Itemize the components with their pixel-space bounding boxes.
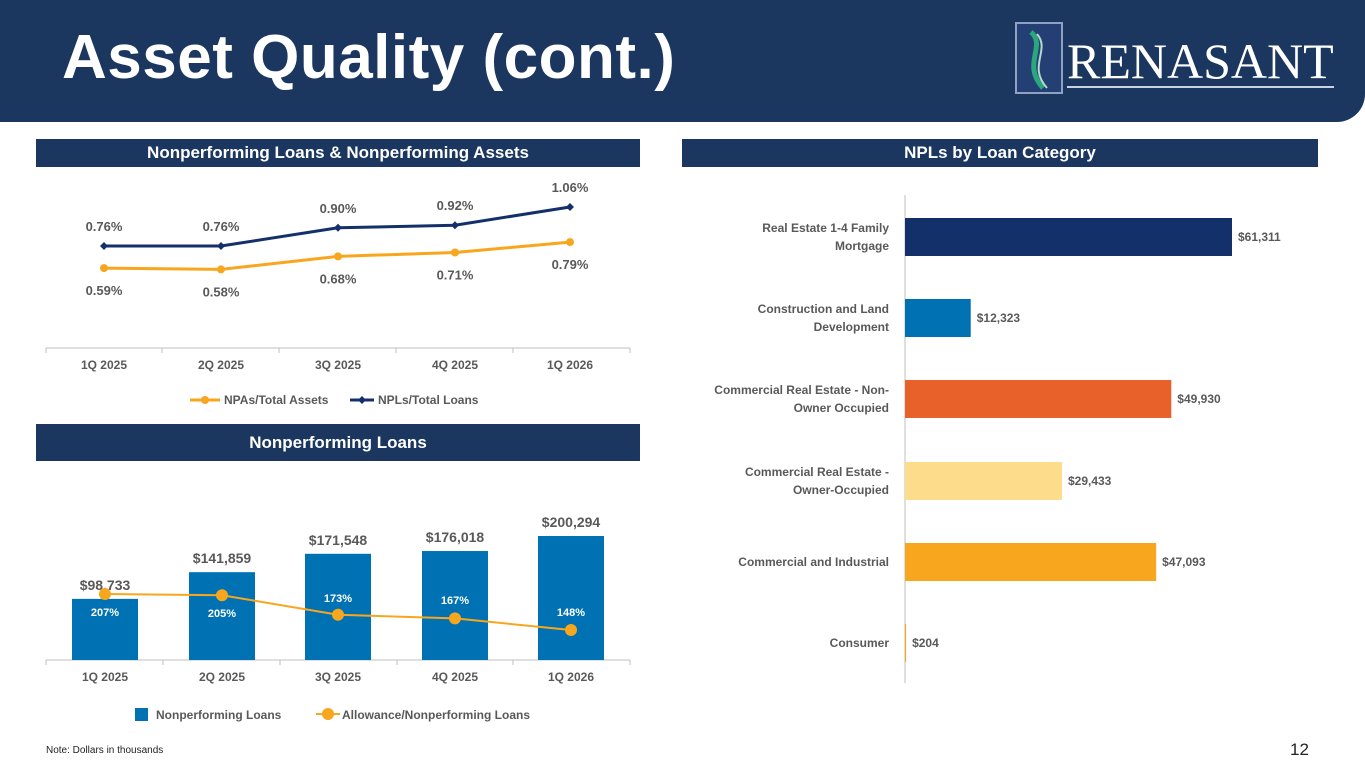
bar [305,553,371,660]
data-point [334,252,342,261]
bar-value-label: $204 [912,636,939,650]
ratio-label: 205% [208,608,236,620]
category-label: Commercial Real Estate - [745,465,889,479]
legend-swatch [135,708,148,721]
category-label: Consumer [830,636,890,650]
category-label: Commercial and Industrial [738,555,889,569]
data-point [217,242,225,250]
x-tick-label: 4Q 2025 [432,670,478,684]
x-tick-label: 1Q 2026 [547,358,593,372]
data-label: 1.06% [552,180,589,195]
data-label: 0.76% [86,219,123,234]
bar [189,572,255,660]
legend-label: NPLs/Total Loans [378,393,479,407]
section-header-category: NPLs by Loan Category [682,139,1318,167]
x-tick-label: 1Q 2026 [548,670,594,684]
header-bar: Asset Quality (cont.) RENASANT [0,0,1365,122]
footnote: Note: Dollars in thousands [46,745,164,756]
bar [905,624,907,662]
bar-value-label: $176,018 [426,529,485,545]
data-point [451,221,459,230]
bar [538,536,604,660]
bar-value-label: $98,733 [80,577,131,593]
ratio-label: 173% [324,593,352,605]
category-label: Development [814,320,889,334]
data-point [332,608,344,621]
bar-value-label: $49,930 [1177,392,1221,406]
category-label: Mortgage [835,239,889,253]
bar-value-label: $61,311 [1238,230,1281,244]
data-label: 0.79% [552,257,589,272]
section-header-npl-npa: Nonperforming Loans & Nonperforming Asse… [36,139,640,167]
logo-wordmark: RENASANT [1067,33,1334,89]
x-tick-label: 2Q 2025 [199,670,245,684]
category-label: Construction and Land [758,302,889,316]
bar-value-label: $141,859 [193,550,252,566]
bar-value-label: $171,548 [309,532,368,548]
data-point [565,623,577,636]
data-label: 0.58% [203,284,240,299]
data-point [216,589,228,602]
bar-value-label: $29,433 [1068,474,1112,488]
legend-label: Allowance/Nonperforming Loans [342,708,530,722]
bar [905,299,971,337]
bar [422,551,488,660]
category-label: Commercial Real Estate - Non- [714,383,889,397]
legend-label: NPAs/Total Assets [224,393,329,407]
data-point [100,264,108,273]
logo-emblem [1015,22,1063,94]
section-header-npl: Nonperforming Loans [36,424,640,461]
data-label: 0.59% [86,283,123,298]
data-point [217,265,225,274]
ratio-label: 167% [441,595,469,607]
bar-value-label: $200,294 [542,514,601,530]
bar [905,543,1157,581]
data-label: 0.68% [320,271,357,286]
x-tick-label: 1Q 2025 [82,670,128,684]
data-label: 0.76% [203,219,240,234]
x-tick-label: 4Q 2025 [432,358,478,372]
ratio-label: 148% [557,607,585,619]
renasant-logo: RENASANT [1015,22,1340,96]
data-point [449,612,461,625]
data-point [334,223,342,232]
legend-marker [358,396,366,404]
data-point [100,242,108,250]
data-label: 0.71% [437,268,474,283]
legend-marker [201,396,209,404]
data-label: 0.92% [437,198,474,213]
category-label: Real Estate 1-4 Family [762,221,889,235]
category-label: Owner-Occupied [793,483,889,497]
data-label: 0.90% [320,201,357,216]
legend-marker [322,708,334,720]
bar [905,218,1232,256]
x-tick-label: 3Q 2025 [315,358,361,372]
data-point [99,588,111,600]
data-point [566,238,574,247]
x-tick-label: 1Q 2025 [81,358,127,372]
bar [72,598,138,660]
x-tick-label: 2Q 2025 [198,358,244,372]
data-point [566,203,574,211]
page-title: Asset Quality (cont.) [62,23,676,92]
legend-label: Nonperforming Loans [156,708,282,722]
bar [905,380,1172,418]
page-number: 12 [1290,740,1309,759]
x-tick-label: 3Q 2025 [315,670,361,684]
data-point [451,248,459,257]
bar-value-label: $12,323 [977,311,1021,325]
bar [905,462,1062,500]
ratio-label: 207% [91,607,119,619]
bar-value-label: $47,093 [1162,555,1206,569]
category-label: Owner Occupied [794,401,889,415]
